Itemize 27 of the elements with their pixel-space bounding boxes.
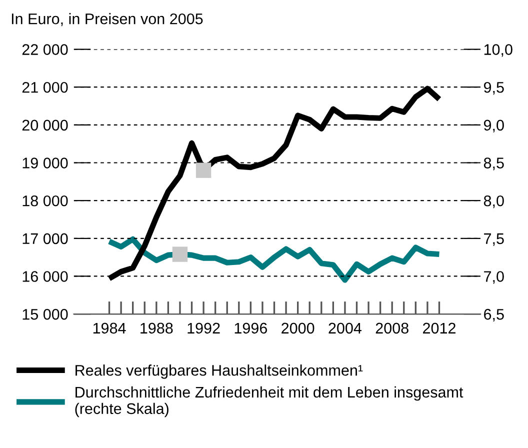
y-tick-label: 19 000 — [22, 158, 68, 168]
y-tick-label: 20 000 — [22, 120, 68, 131]
y-tick-label: 15 000 — [22, 308, 68, 320]
x-tick-label: 2000 — [282, 322, 314, 334]
legend-label: Reales verfügbares Haushaltseinkommen¹ — [76, 364, 363, 379]
y2-tick-label: 6,5 — [484, 308, 504, 322]
x-tick-label: 2008 — [376, 322, 408, 334]
y-tick-label: 22 000 — [22, 44, 68, 55]
y2-tick-label: 9,0 — [484, 120, 504, 132]
y2-tick-label: 10,0 — [484, 44, 512, 57]
y2-tick-label: 8,5 — [484, 158, 504, 170]
y2-tick-label: 7,0 — [484, 271, 504, 284]
y2-tick-label: 7,5 — [484, 233, 504, 246]
x-tick-label: 1984 — [93, 322, 126, 334]
x-tick-label: 2012 — [423, 322, 456, 334]
y-tick-label: 17 000 — [22, 233, 68, 244]
y-tick-label: 18 000 — [22, 195, 68, 206]
y2-tick-label: 8,0 — [484, 195, 504, 208]
x-tick-label: 1988 — [140, 322, 173, 334]
x-tick-label: 1996 — [234, 322, 268, 334]
y-tick-label: 16 000 — [22, 271, 68, 282]
y-axis-title: In Euro, in Preisen von 2005 — [12, 13, 203, 26]
y-tick-label: 21 000 — [22, 82, 68, 93]
x-tick-label: 2004 — [328, 322, 362, 334]
x-tick-label: 1992 — [188, 322, 220, 334]
legend-label: Durchschnittliche Zufriedenheit mit dem Leben insgesamt (rechte Skala) — [75, 386, 464, 418]
y2-tick-label: 9,5 — [484, 82, 504, 95]
